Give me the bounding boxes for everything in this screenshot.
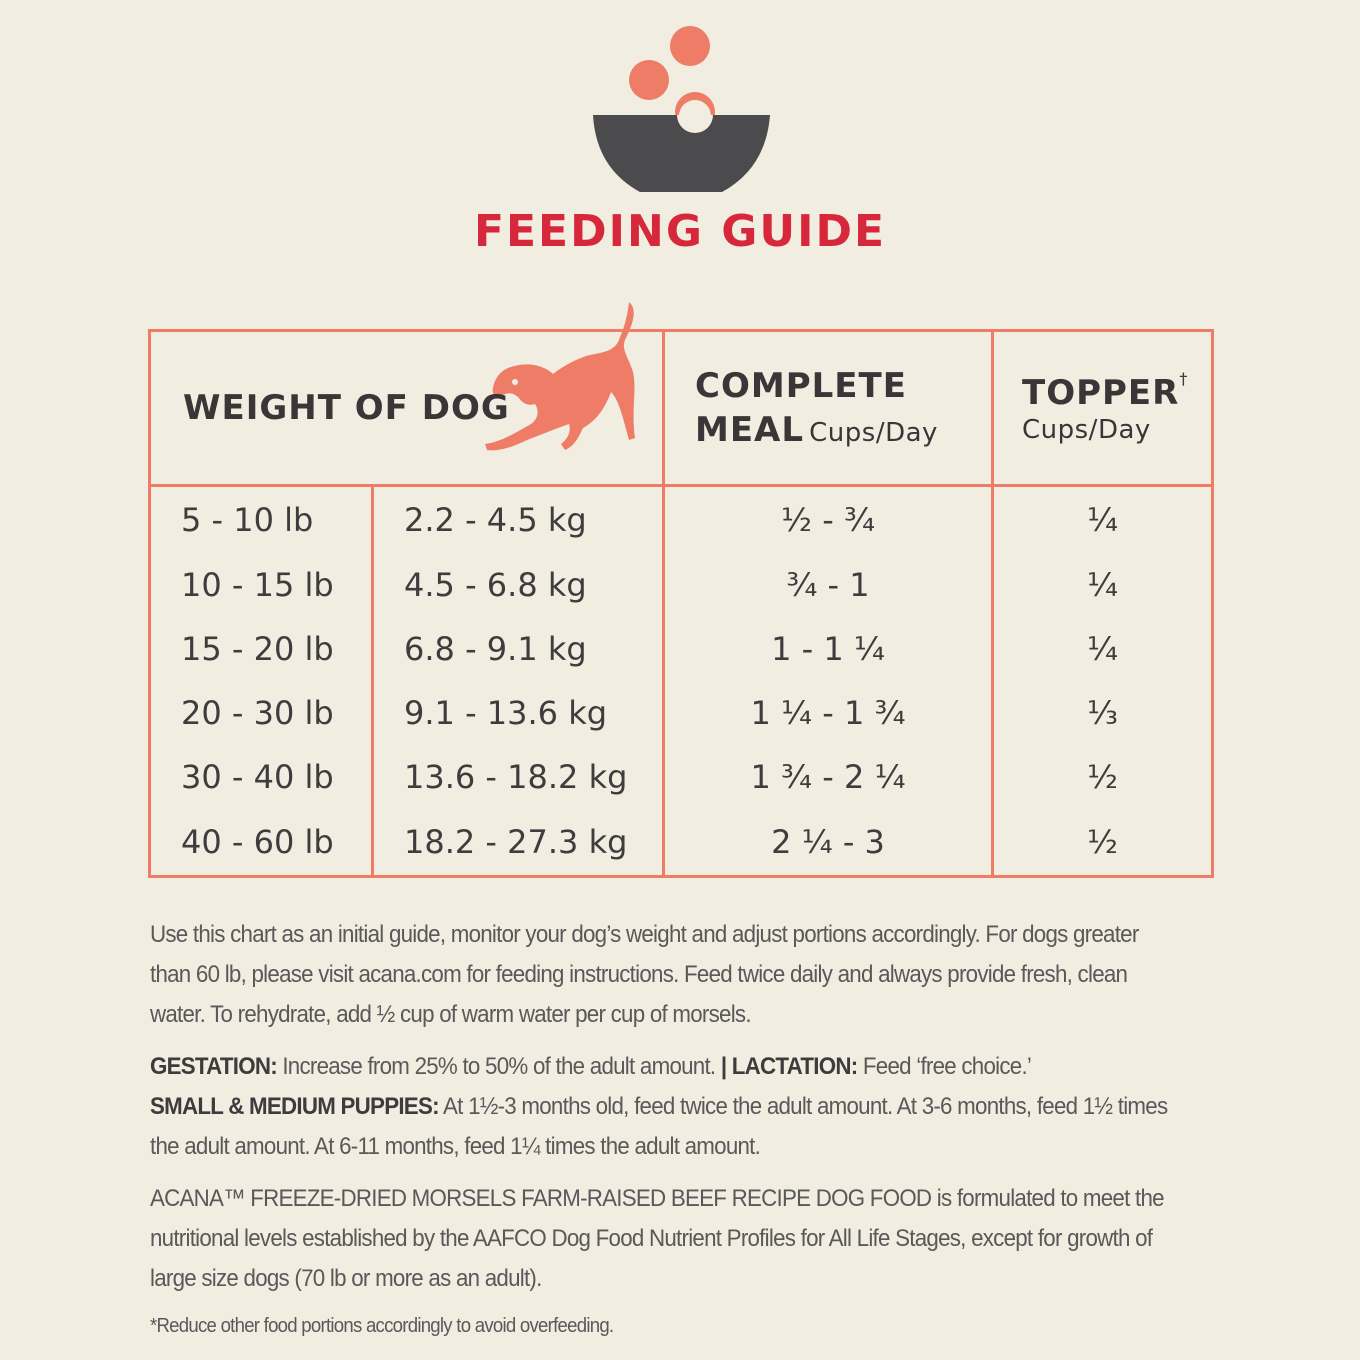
table-row: 40 - 60 lb 18.2 - 27.3 kg 2 ¼ - 3 ½ [148, 809, 1214, 877]
meal-cups: 1 ¾ - 2 ¼ [662, 745, 994, 810]
lactation-label: LACTATION: [726, 1053, 858, 1080]
weight-header: WEIGHT OF DOG [148, 302, 665, 487]
table-row: 30 - 40 lb 13.6 - 18.2 kg 1 ¾ - 2 ¼ ½ [148, 745, 1214, 810]
meal-cups: ½ - ¾ [662, 485, 994, 553]
footnote: *Reduce other food portions accordingly … [150, 1315, 614, 1337]
table-header-row: WEIGHT OF DOG COMPLETE MEAL Cups/Day TOP… [148, 302, 1214, 487]
weight-lb: 5 - 10 lb [148, 485, 374, 553]
intro-note: Use this chart as an initial guide, moni… [150, 921, 1139, 1028]
weight-kg: 18.2 - 27.3 kg [371, 809, 665, 877]
meal-cups: 2 ¼ - 3 [662, 809, 994, 877]
topper-cups: ½ [991, 809, 1214, 877]
aafco-note: ACANA™ FREEZE-DRIED MORSELS FARM-RAISED … [150, 1185, 1165, 1292]
complete-meal-unit: Cups/Day [809, 418, 938, 448]
topper-unit: Cups/Day [1022, 415, 1151, 445]
lactation-text: Feed ‘free choice.’ [857, 1053, 1032, 1080]
weight-kg: 9.1 - 13.6 kg [371, 680, 665, 746]
topper-header: TOPPER† Cups/Day [991, 329, 1214, 487]
gestation-lactation-note: GESTATION: Increase from 25% to 50% of t… [150, 1047, 1182, 1167]
page-title: FEEDING GUIDE [473, 206, 887, 257]
topper-dagger: † [1179, 369, 1188, 388]
table-row: 20 - 30 lb 9.1 - 13.6 kg 1 ¼ - 1 ¾ ⅓ [148, 680, 1214, 746]
complete-meal-label-1: COMPLETE [695, 366, 907, 406]
topper-cups: ½ [991, 745, 1214, 810]
table-row: 5 - 10 lb 2.2 - 4.5 kg ½ - ¾ ¼ [148, 485, 1214, 553]
weight-lb: 30 - 40 lb [148, 745, 374, 810]
puppies-text: At 1½-3 months old, feed twice the adult… [150, 1093, 1168, 1160]
weight-kg: 6.8 - 9.1 kg [371, 616, 665, 681]
feeding-notes: Use this chart as an initial guide, moni… [150, 915, 1182, 1353]
weight-kg: 13.6 - 18.2 kg [371, 745, 665, 810]
puppies-label: SMALL & MEDIUM PUPPIES: [150, 1093, 440, 1120]
meal-cups: 1 ¼ - 1 ¾ [662, 680, 994, 746]
weight-lb: 10 - 15 lb [148, 552, 374, 617]
complete-meal-header: COMPLETE MEAL Cups/Day [662, 329, 994, 487]
topper-cups: ¼ [991, 552, 1214, 617]
table-row: 10 - 15 lb 4.5 - 6.8 kg ¾ - 1 ¼ [148, 552, 1214, 617]
weight-lb: 20 - 30 lb [148, 680, 374, 746]
feeding-table: WEIGHT OF DOG COMPLETE MEAL Cups/Day TOP… [148, 302, 1214, 878]
complete-meal-label-2: MEAL [695, 410, 805, 450]
topper-cups: ¼ [991, 485, 1214, 553]
weight-lb: 40 - 60 lb [148, 809, 374, 877]
topper-cups: ⅓ [991, 680, 1214, 746]
table-row: 15 - 20 lb 6.8 - 9.1 kg 1 - 1 ¼ ¼ [148, 616, 1214, 681]
meal-cups: ¾ - 1 [662, 552, 994, 617]
separator: | [720, 1053, 727, 1080]
topper-cups: ¼ [991, 616, 1214, 681]
gestation-text: Increase from 25% to 50% of the adult am… [276, 1053, 721, 1080]
weight-header-label: WEIGHT OF DOG [183, 388, 510, 428]
weight-kg: 2.2 - 4.5 kg [371, 485, 665, 553]
bowl-with-kibble-icon [593, 26, 770, 192]
weight-lb: 15 - 20 lb [148, 616, 374, 681]
weight-kg: 4.5 - 6.8 kg [371, 552, 665, 617]
meal-cups: 1 - 1 ¼ [662, 616, 994, 681]
topper-label: TOPPER [1022, 373, 1180, 413]
gestation-label: GESTATION: [150, 1053, 278, 1080]
playing-dog-icon [485, 302, 635, 451]
